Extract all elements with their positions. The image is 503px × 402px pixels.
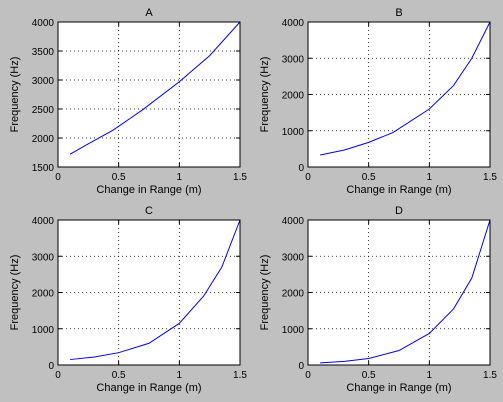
- y-tick-label: 1500: [32, 163, 55, 174]
- y-tick-label: 1000: [282, 127, 305, 138]
- y-tick-label: 1000: [32, 325, 55, 336]
- y-tick-label: 2000: [282, 91, 305, 102]
- x-tick-label: 0: [305, 172, 311, 183]
- x-tick-label: 1: [177, 370, 183, 381]
- plot-area: [308, 22, 490, 167]
- series-line: [70, 219, 241, 361]
- x-tick-label: 1.5: [483, 370, 497, 381]
- y-tick-label: 2000: [282, 289, 305, 300]
- y-tick-label: 0: [298, 163, 304, 174]
- x-tick-label: 0.5: [112, 172, 126, 183]
- x-tick-label: 0.5: [112, 370, 126, 381]
- x-tick-label: 1.5: [233, 172, 247, 183]
- y-tick-label: 4000: [282, 216, 305, 227]
- y-tick-label: 4000: [32, 18, 55, 29]
- chart-title: C: [145, 205, 153, 217]
- axes-box: [57, 21, 241, 168]
- y-tick-label: 0: [298, 361, 304, 372]
- x-tick-label: 0: [55, 172, 61, 183]
- y-tick-label: 0: [48, 361, 54, 372]
- plot-area: [58, 220, 240, 365]
- x-tick-label: 1.5: [483, 172, 497, 183]
- x-tick-label: 1: [427, 172, 433, 183]
- y-tick-label: 3500: [32, 47, 55, 58]
- x-tick-label: 0.5: [362, 370, 376, 381]
- y-axis-label: Frequency (Hz): [9, 57, 21, 133]
- plot-area: [58, 22, 240, 167]
- x-axis-label: Change in Range (m): [96, 382, 201, 394]
- y-tick-label: 2000: [32, 289, 55, 300]
- chart-title: A: [145, 7, 153, 19]
- y-tick-label: 1000: [282, 325, 305, 336]
- x-tick-label: 0: [305, 370, 311, 381]
- y-tick-label: 3000: [32, 252, 55, 263]
- y-tick-label: 3000: [282, 252, 305, 263]
- x-axis-label: Change in Range (m): [346, 184, 451, 196]
- y-tick-label: 3000: [32, 76, 55, 87]
- y-tick-label: 2500: [32, 105, 55, 116]
- x-axis-label: Change in Range (m): [346, 382, 451, 394]
- x-tick-label: 1.5: [233, 370, 247, 381]
- x-tick-label: 0: [55, 370, 61, 381]
- chart-title: B: [395, 7, 402, 19]
- x-tick-label: 1: [177, 172, 183, 183]
- x-axis-label: Change in Range (m): [96, 184, 201, 196]
- y-tick-label: 4000: [282, 18, 305, 29]
- x-tick-label: 0.5: [362, 172, 376, 183]
- subplot-a: 0 0.5 1 1.5 1500 2000 2500 3000 3500 4000 A Change …: [9, 7, 247, 196]
- y-axis-label: Frequency (Hz): [9, 255, 21, 331]
- y-axis-label: Frequency (Hz): [259, 57, 271, 133]
- subplot-b: 0 0.5 1 1.5 0 1000 2000 3000 4000 B Change in Rang…: [259, 7, 497, 196]
- chart-title: D: [395, 205, 403, 217]
- series-line: [320, 21, 491, 156]
- plot-area: [308, 220, 490, 365]
- y-tick-label: 3000: [282, 54, 305, 65]
- subplot-c: 0 0.5 1 1.5 0 1000 2000 3000 4000 C Change in Rang…: [9, 205, 247, 394]
- y-axis-label: Frequency (Hz): [259, 255, 271, 331]
- y-tick-label: 4000: [32, 216, 55, 227]
- subplot-d: 0 0.5 1 1.5 0 1000 2000 3000 4000 D Change in Rang…: [259, 205, 497, 394]
- x-tick-label: 1: [427, 370, 433, 381]
- y-tick-label: 2000: [32, 134, 55, 145]
- series-line: [320, 219, 491, 364]
- series-line: [69, 21, 241, 155]
